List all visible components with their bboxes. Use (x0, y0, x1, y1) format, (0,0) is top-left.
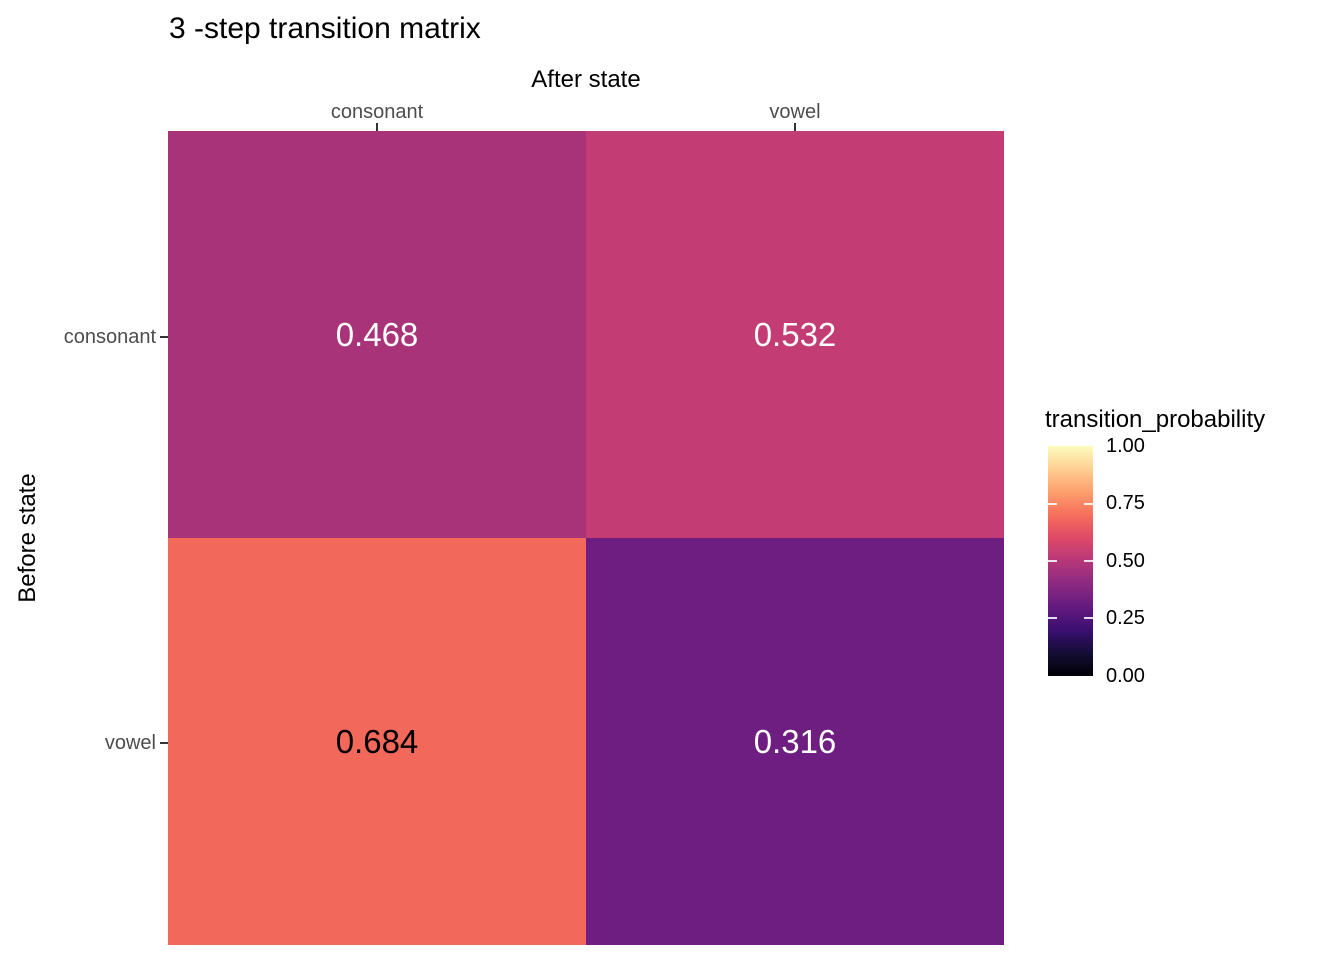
chart-title: 3 -step transition matrix (169, 12, 481, 45)
colorbar-tick-075 (1084, 503, 1093, 505)
colorbar-tick-050 (1048, 560, 1057, 562)
heatmap-cell-consonant-vowel: 0.532 (586, 131, 1004, 538)
x-tick-label-vowel: vowel (769, 101, 821, 123)
legend-title: transition_probability (1045, 406, 1266, 433)
colorbar-tick-025 (1084, 617, 1093, 619)
y-axis-tick-consonant (160, 336, 168, 338)
heatmap-cell-vowel-consonant: 0.684 (168, 538, 586, 945)
legend-tick-label-100: 1.00 (1106, 435, 1145, 457)
x-axis-title: After state (531, 66, 641, 93)
heatmap-cell-vowel-vowel: 0.316 (586, 538, 1004, 945)
y-axis-tick-vowel (160, 742, 168, 744)
legend-tick-label-050: 0.50 (1106, 550, 1145, 572)
y-tick-label-vowel: vowel (104, 732, 156, 754)
heatmap-cell-consonant-consonant: 0.468 (168, 131, 586, 538)
cell-value-label: 0.532 (753, 315, 837, 353)
legend-tick-label-000: 0.00 (1106, 665, 1145, 687)
cell-value-label: 0.684 (335, 722, 419, 760)
legend-tick-label-025: 0.25 (1106, 607, 1145, 629)
x-axis-tick-vowel (794, 123, 796, 131)
colorbar-tick-050 (1084, 560, 1093, 562)
x-tick-label-consonant: consonant (330, 101, 424, 123)
x-axis-tick-consonant (376, 123, 378, 131)
colorbar-tick-025 (1048, 617, 1057, 619)
cell-value-label: 0.316 (753, 722, 837, 760)
legend-tick-label-075: 0.75 (1106, 492, 1145, 514)
cell-value-label: 0.468 (335, 315, 419, 353)
colorbar-tick-075 (1048, 503, 1057, 505)
heatmap-plot: 0.468 0.532 0.684 0.316 (168, 131, 1004, 945)
y-axis-title: Before state (14, 473, 41, 603)
y-tick-label-consonant: consonant (63, 326, 156, 348)
